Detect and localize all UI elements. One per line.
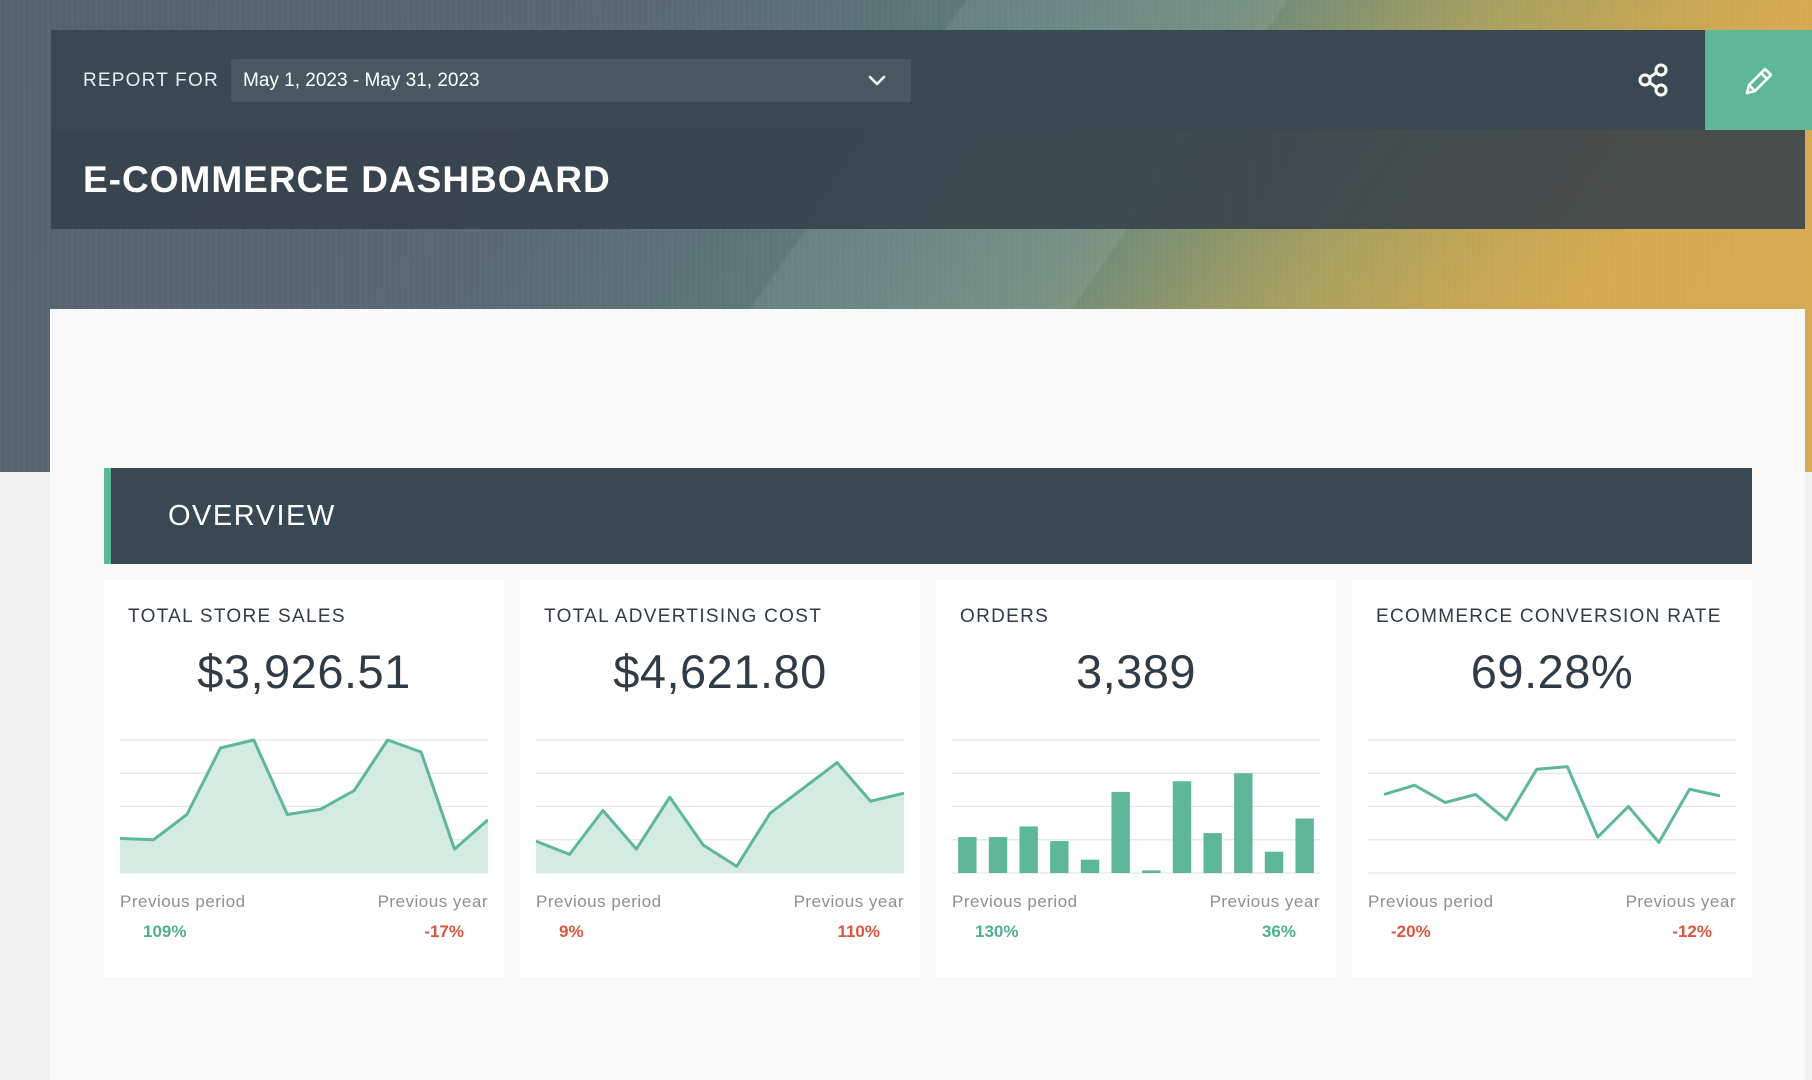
card-value: 3,389 [1075, 645, 1197, 698]
previous-period-label: Previous period [1368, 892, 1494, 911]
bar [988, 837, 1008, 873]
previous-year-label: Previous year [1625, 892, 1736, 911]
series-line [536, 761, 904, 868]
kpi-card-orders[interactable]: ORDERS 3,389 Previous period Previous ye… [936, 580, 1336, 978]
previous-period-label: Previous period [952, 892, 1078, 911]
previous-period-change: 9% [559, 922, 584, 941]
kpi-card-conversion-rate[interactable]: ECOMMERCE CONVERSION RATE 69.28% Previou… [1352, 580, 1752, 978]
bar [1203, 833, 1222, 873]
previous-year-change: 36% [1261, 922, 1296, 941]
previous-period-label: Previous period [120, 892, 246, 911]
edit-button[interactable] [1705, 30, 1812, 130]
card-title: ORDERS [960, 606, 1050, 627]
card-title: TOTAL ADVERTISING COST [544, 606, 823, 627]
previous-period-label: Previous period [536, 892, 662, 911]
series-line [120, 738, 488, 851]
previous-year-change: 110% [837, 922, 880, 941]
page-title: E-COMMERCE DASHBOARD [83, 159, 611, 200]
kpi-card-total-store-sales[interactable]: TOTAL STORE SALES $3,926.51 Previous per… [104, 580, 504, 978]
area-fill [536, 762, 904, 873]
card-value: $3,926.51 [197, 645, 411, 698]
bar [1142, 870, 1161, 873]
bar [1264, 851, 1284, 873]
bar [1050, 841, 1069, 873]
previous-period-change: 130% [975, 922, 1019, 941]
advertising-area-chart [536, 739, 904, 874]
date-range-value: May 1, 2023 - May 31, 2023 [243, 70, 480, 91]
previous-period-change: -20% [1391, 922, 1431, 941]
series-line [1383, 765, 1721, 844]
previous-period-change: 109% [143, 922, 187, 941]
share-icon[interactable] [1633, 60, 1673, 100]
bar [1111, 791, 1130, 873]
bar [1080, 859, 1100, 873]
section-title: OVERVIEW [168, 500, 336, 532]
conversion-line-chart [1368, 739, 1736, 874]
overview-section-header: OVERVIEW [104, 468, 1752, 564]
bar [958, 837, 977, 873]
chevron-down-icon [868, 75, 886, 86]
bar [1019, 826, 1038, 873]
previous-year-change: -12% [1672, 922, 1712, 941]
pencil-icon [1745, 67, 1773, 95]
card-title: TOTAL STORE SALES [128, 606, 346, 627]
title-bar: E-COMMERCE DASHBOARD [51, 130, 1805, 229]
report-toolbar: REPORT FOR May 1, 2023 - May 31, 2023 [51, 30, 1705, 130]
sales-area-chart [120, 738, 488, 874]
kpi-card-total-advertising-cost[interactable]: TOTAL ADVERTISING COST $4,621.80 Previou… [520, 580, 920, 978]
previous-year-label: Previous year [793, 892, 904, 911]
previous-year-label: Previous year [377, 892, 488, 911]
card-value: $4,621.80 [613, 645, 827, 698]
previous-year-label: Previous year [1209, 892, 1320, 911]
orders-bar-chart [952, 739, 1320, 874]
bar [1234, 773, 1253, 873]
previous-year-change: -17% [424, 922, 464, 941]
card-value: 69.28% [1470, 645, 1634, 698]
area-fill [120, 740, 488, 873]
bar [1172, 781, 1192, 873]
date-range-select[interactable]: May 1, 2023 - May 31, 2023 [231, 59, 911, 102]
report-for-label: REPORT FOR [83, 70, 219, 91]
card-title: ECOMMERCE CONVERSION RATE [1376, 606, 1722, 627]
bar [1295, 818, 1314, 873]
